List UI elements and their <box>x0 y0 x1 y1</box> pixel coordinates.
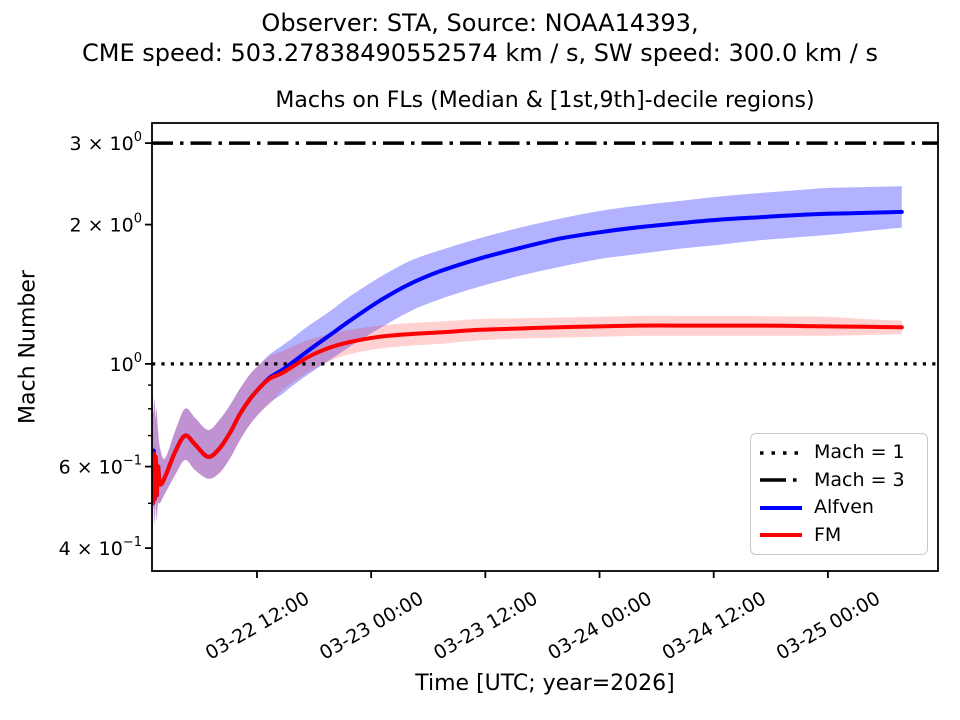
legend-item-alfven: Alfven <box>759 494 923 522</box>
y-tick-label: 2 × 100 <box>69 212 142 237</box>
axes-title: Machs on FLs (Median & [1st,9th]-decile … <box>275 88 815 113</box>
blue-line-sample-icon <box>760 505 802 510</box>
legend-label: Alfven <box>814 496 874 519</box>
dashdot-line-sample-icon <box>760 478 802 482</box>
dotted-line-sample-icon <box>760 451 802 455</box>
x-tick-label: 03-22 12:00 <box>202 587 313 664</box>
figure-suptitle-line1: Observer: STA, Source: NOAA14393, <box>261 9 699 37</box>
y-tick-label: 100 <box>110 351 142 376</box>
x-axis-label: Time [UTC; year=2026] <box>415 671 675 696</box>
y-tick-label: 6 × 10−1 <box>59 454 142 479</box>
x-tick-label: 03-23 00:00 <box>316 587 427 664</box>
legend-label: Mach = 3 <box>814 468 905 491</box>
x-tick-label: 03-25 00:00 <box>773 587 884 664</box>
figure-suptitle-line2: CME speed: 503.27838490552574 km / s, SW… <box>82 39 878 67</box>
legend: Mach = 1 Mach = 3 Alfven FM <box>750 433 928 555</box>
axes-frame <box>151 122 939 572</box>
legend-item-mach1: Mach = 1 <box>759 439 923 467</box>
red-line-sample-icon <box>760 533 802 538</box>
x-ticks: 03-22 12:00 03-23 00:00 03-23 12:00 03-24 0… <box>202 571 884 664</box>
x-tick-label: 03-23 12:00 <box>430 587 541 664</box>
legend-item-mach3: Mach = 3 <box>759 467 923 495</box>
y-tick-label: 4 × 10−1 <box>59 535 142 560</box>
legend-label: FM <box>814 523 842 546</box>
y-ticks: 3 × 100 2 × 100 100 6 × 10−1 4 × 10−1 <box>59 130 152 560</box>
fm-median-line <box>152 323 904 506</box>
legend-item-fm: FM <box>759 522 923 550</box>
legend-label: Mach = 1 <box>814 441 905 464</box>
x-tick-label: 03-24 00:00 <box>544 587 655 664</box>
x-tick-label: 03-24 12:00 <box>658 587 769 664</box>
y-tick-label: 3 × 100 <box>69 130 142 155</box>
